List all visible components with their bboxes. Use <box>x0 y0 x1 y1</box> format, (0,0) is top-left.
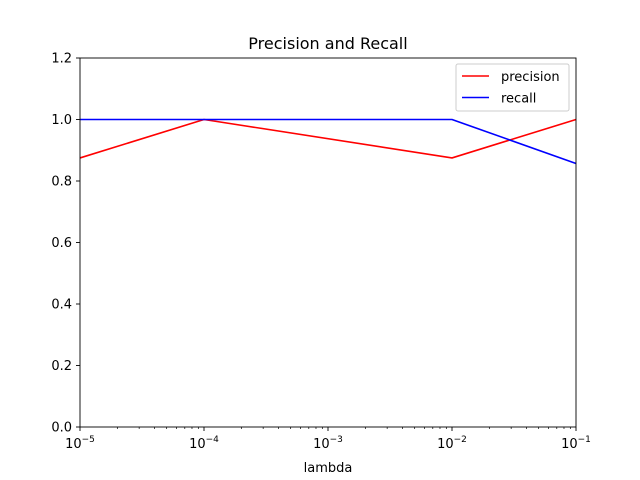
y-tick-label: 1.2 <box>51 52 72 67</box>
y-tick-label: 0.6 <box>51 236 72 251</box>
x-tick-label: 10−1 <box>561 435 591 452</box>
x-axis-label: lambda <box>304 461 353 476</box>
series-line-recall <box>80 118 577 165</box>
legend: precision recall <box>455 63 570 112</box>
chart-title: Precision and Recall <box>248 34 407 53</box>
y-tick-label: 0.8 <box>51 175 72 190</box>
legend-label-recall: recall <box>501 92 536 107</box>
y-tick-label: 0.0 <box>51 421 72 436</box>
x-tick-label: 10−2 <box>437 435 467 452</box>
series-line-precision <box>79 118 577 159</box>
y-tick-label: 0.2 <box>51 359 72 374</box>
y-tick-label: 1.0 <box>51 113 72 128</box>
x-tick-label: 10−4 <box>189 435 219 452</box>
axes-layer: 0.0 0.2 0.4 0.6 0.8 1.0 1.2 10−5 10−4 10−3 10−2 10−… <box>51 52 591 453</box>
plot-area <box>80 58 576 427</box>
y-tick-label: 0.4 <box>51 298 72 313</box>
legend-label-precision: precision <box>501 70 560 85</box>
plot-background <box>80 58 576 427</box>
x-tick-label: 10−3 <box>313 435 343 452</box>
x-tick-label: 10−5 <box>65 435 95 452</box>
series-layer <box>79 118 577 165</box>
